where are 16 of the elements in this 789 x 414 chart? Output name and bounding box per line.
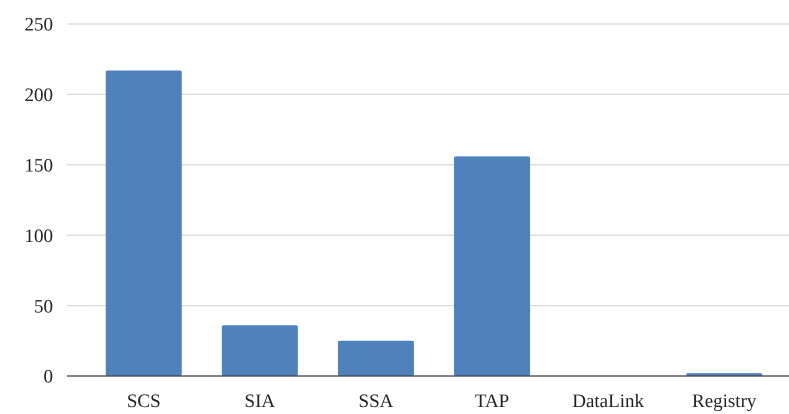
x-tick-label: SSA <box>358 391 394 412</box>
x-tick-label: DataLink <box>572 391 645 412</box>
y-tick-label: 0 <box>44 366 53 388</box>
y-tick-label: 50 <box>34 296 53 318</box>
x-tick-label: TAP <box>474 391 510 412</box>
bar <box>338 340 414 376</box>
bar <box>454 156 530 376</box>
y-tick-label: 100 <box>24 226 53 247</box>
y-tick-label: 150 <box>24 155 53 176</box>
x-tick-label: SCS <box>126 391 161 412</box>
x-tick-label: SIA <box>244 391 276 412</box>
bar <box>222 325 298 376</box>
x-tick-label: Registry <box>692 391 757 412</box>
y-tick-label: 250 <box>24 14 53 36</box>
y-tick-label: 200 <box>24 85 53 106</box>
bar <box>106 70 182 376</box>
